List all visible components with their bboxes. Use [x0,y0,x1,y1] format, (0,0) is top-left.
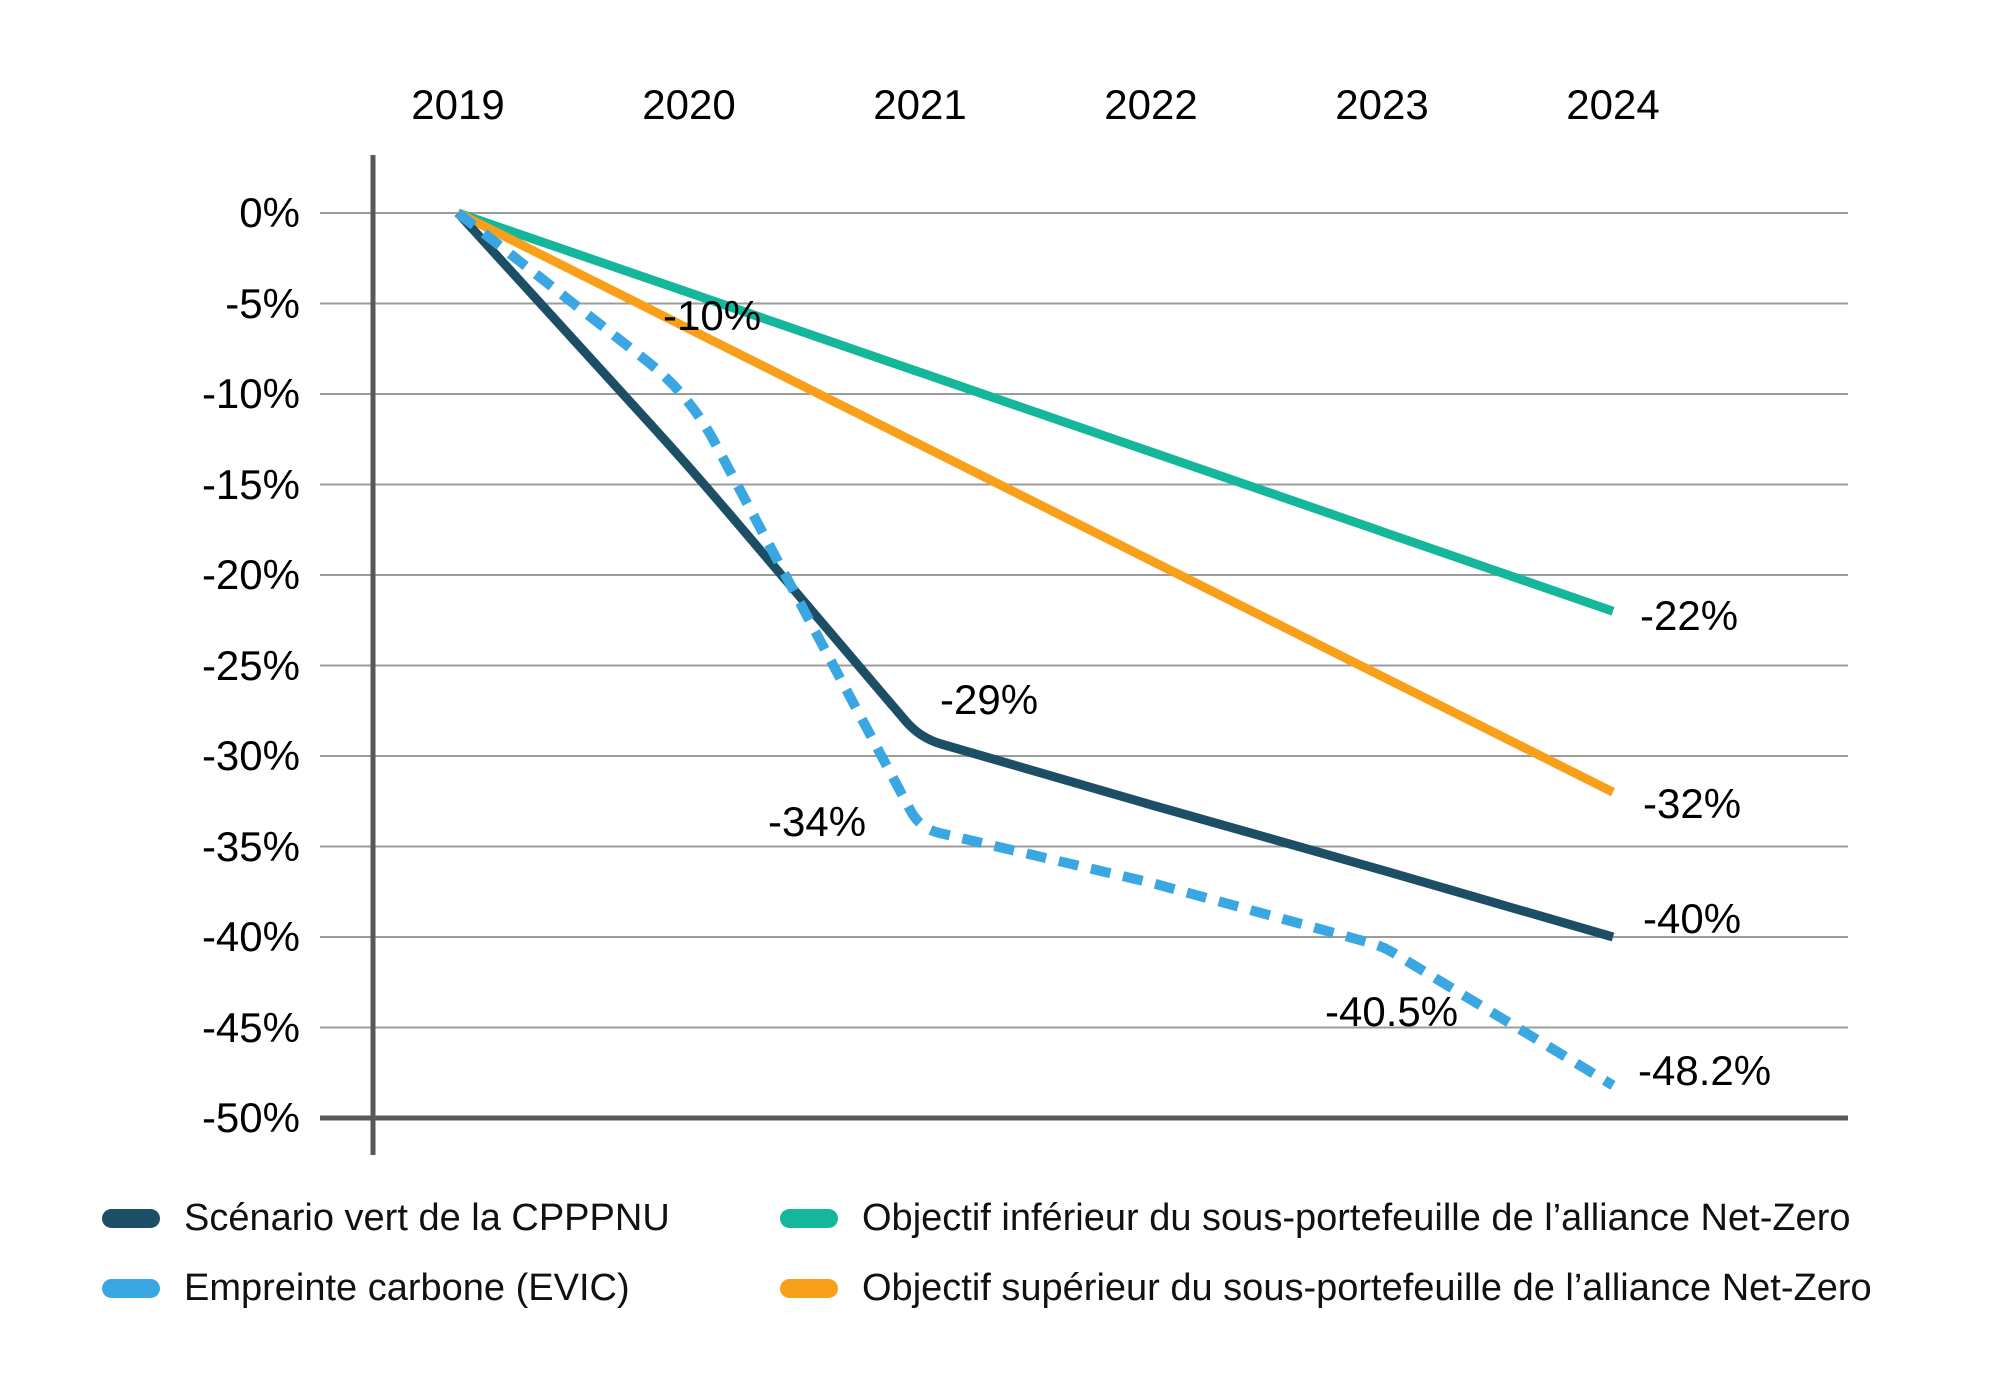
y-axis-label: 0% [239,189,300,236]
legend-swatch [102,1208,160,1228]
y-axis-label: -10% [201,370,300,417]
annotation-minus-40-pct: -40% [1643,895,1742,942]
x-axis-label-2023: 2023 [1335,81,1429,128]
legend-label: Objectif supérieur du sous-portefeuille … [862,1267,1872,1309]
legend-swatch [780,1278,838,1298]
annotation-minus-22-pct: -22% [1640,592,1739,640]
x-axis-label-2020: 2020 [642,81,736,128]
x-axis-label-2024: 2024 [1566,81,1660,128]
annotation-minus-48-2-pct: -48.2% [1638,1047,1772,1095]
legend-item-objectif-superieur: Objectif supérieur du sous-portefeuille … [780,1266,1872,1310]
annotation-minus-29-pct: -29% [940,675,1039,723]
legend-item-objectif-inferieur: Objectif inférieur du sous-portefeuille … [780,1196,1850,1240]
y-axis-label: -20% [201,551,300,598]
y-axis-label: -15% [201,460,300,508]
y-axis-label: -40% [201,913,300,960]
legend-swatch [102,1278,160,1298]
y-axis-label: -50% [201,1094,300,1141]
y-axis-label: -45% [201,1003,300,1051]
annotation-minus-10-pct: -10% [663,292,762,339]
x-axis-label-2022: 2022 [1104,81,1198,128]
legend-label: Objectif inférieur du sous-portefeuille … [862,1197,1851,1239]
legend-label: Empreinte carbone (EVIC) [184,1267,630,1309]
y-axis-label: -30% [201,732,300,779]
x-axis-label-2019: 2019 [411,81,505,128]
x-axis-label-2021: 2021 [873,81,967,128]
legend-swatch [780,1208,838,1228]
legend-item-scenario-vert: Scénario vert de la CPPPNU [102,1196,670,1240]
annotation-minus-34-pct: -34% [768,798,867,846]
legend-label: Scénario vert de la CPPPNU [184,1197,670,1239]
annotation-minus-32-pct: -32% [1643,780,1742,828]
legend-item-empreinte-carbone: Empreinte carbone (EVIC) [102,1266,630,1310]
annotation-minus-40-5-pct: -40.5% [1325,988,1459,1036]
y-axis-label: -35% [201,822,300,870]
y-axis-label: -25% [201,641,300,689]
y-axis-label: -5% [225,279,300,327]
